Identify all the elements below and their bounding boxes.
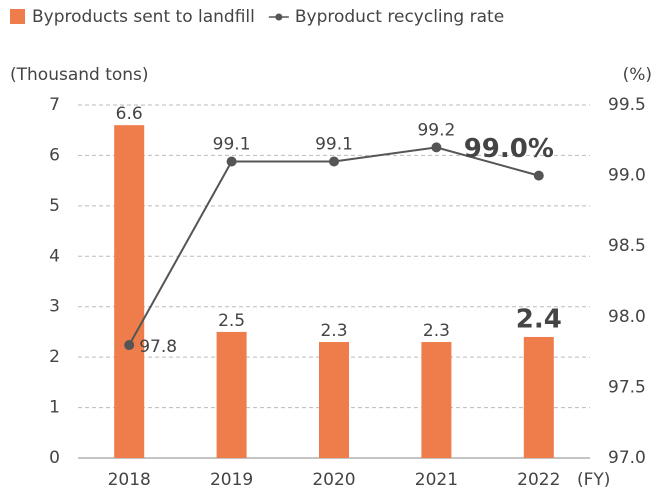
line-marker	[226, 156, 237, 167]
legend-label: Byproduct recycling rate	[295, 7, 504, 27]
line	[128, 146, 540, 346]
y-tick-label: 0	[49, 448, 60, 468]
y-tick-label: 7	[49, 95, 60, 115]
y-tick-label: 2	[49, 347, 60, 367]
line-marker	[329, 156, 339, 167]
y-tick-label: 4	[49, 246, 60, 266]
x-tick-label: 2019	[210, 470, 253, 490]
x-tick-label: 2020	[312, 470, 355, 490]
bar	[319, 342, 349, 458]
y-axis-label: (Thousand tons)	[10, 65, 149, 85]
y2-tick-label: 97.5	[608, 377, 646, 397]
legend-swatch	[10, 9, 25, 24]
legend-marker	[275, 13, 283, 21]
x-tick-label: 2022	[517, 470, 560, 490]
bar	[216, 331, 247, 458]
legend-label: Byproducts sent to landfill	[32, 7, 255, 27]
y-tick-label: 1	[49, 398, 60, 418]
y-tick-label: 6	[49, 145, 60, 165]
bar	[114, 125, 145, 459]
bar-value-label: 6.6	[116, 104, 143, 124]
line-value-label: 99.0%	[464, 134, 554, 164]
y2-tick-label: 99.5	[608, 95, 646, 115]
line-value-label: 99.1	[213, 134, 251, 154]
y2-axis-label: (%)	[623, 65, 652, 85]
line-marker	[431, 142, 442, 153]
line-marker	[124, 340, 135, 351]
x-tick-label: 2018	[108, 470, 151, 490]
bar-value-label: 2.4	[516, 304, 562, 334]
y2-tick-label: 98.0	[608, 307, 646, 327]
line-marker	[533, 170, 544, 181]
bar	[523, 336, 554, 458]
bar-value-label: 2.5	[218, 311, 245, 331]
x-axis-label: (FY)	[577, 470, 610, 490]
y-tick-label: 3	[49, 297, 60, 317]
y2-tick-label: 99.0	[608, 166, 646, 186]
line-value-label: 99.1	[315, 134, 353, 154]
line-value-label: 99.2	[417, 120, 455, 140]
y2-tick-label: 98.5	[608, 236, 646, 256]
x-tick-label: 2021	[415, 470, 458, 490]
line-value-label: 97.8	[139, 337, 177, 357]
bar-value-label: 2.3	[423, 321, 450, 341]
bar	[421, 342, 452, 458]
y2-tick-label: 97.0	[608, 448, 646, 468]
bar-value-label: 2.3	[320, 321, 347, 341]
y-tick-label: 5	[49, 196, 60, 216]
